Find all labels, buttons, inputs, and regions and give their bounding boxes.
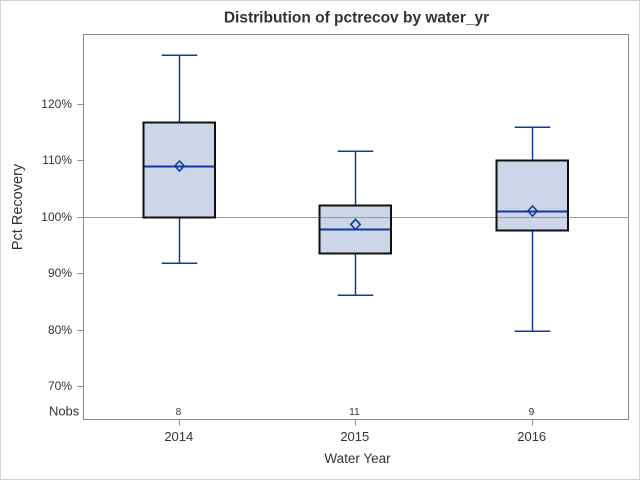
svg-text:100%: 100% — [41, 210, 72, 224]
svg-text:2014: 2014 — [164, 429, 193, 444]
svg-text:110%: 110% — [42, 153, 72, 167]
svg-text:Water Year: Water Year — [324, 451, 391, 466]
svg-text:70%: 70% — [48, 379, 72, 393]
svg-text:120%: 120% — [41, 97, 72, 111]
svg-text:Pct Recovery: Pct Recovery — [10, 163, 26, 250]
svg-text:2015: 2015 — [340, 429, 369, 444]
svg-text:80%: 80% — [48, 323, 72, 337]
svg-text:90%: 90% — [48, 266, 72, 280]
svg-text:2016: 2016 — [517, 429, 546, 444]
svg-text:11: 11 — [349, 407, 360, 418]
svg-text:9: 9 — [529, 407, 535, 418]
svg-text:8: 8 — [176, 407, 182, 418]
svg-text:Nobs: Nobs — [49, 404, 80, 419]
svg-text:Distribution of pctrecov by wa: Distribution of pctrecov by water_yr — [224, 10, 489, 27]
